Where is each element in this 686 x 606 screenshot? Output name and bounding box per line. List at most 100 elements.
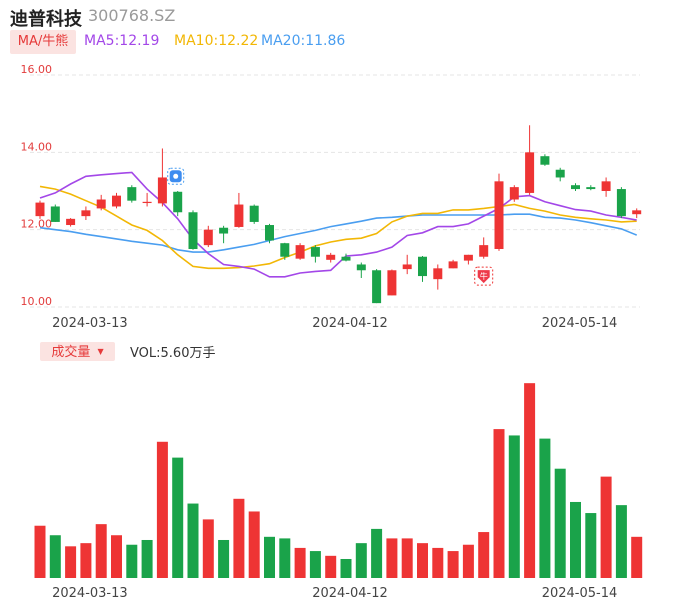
candle-body	[356, 264, 366, 271]
volume-bar	[432, 547, 444, 578]
stock-name: 迪普科技	[10, 9, 82, 30]
candle-body	[555, 169, 565, 178]
candle-body	[433, 268, 443, 280]
candle-body	[601, 181, 611, 191]
candle-body	[616, 189, 626, 217]
volume-value: VOL:5.60万手	[130, 346, 216, 361]
candle-body	[402, 264, 412, 270]
candle-body	[295, 245, 305, 259]
volume-bar	[325, 555, 337, 578]
volume-bar	[172, 457, 184, 578]
volume-bar	[462, 544, 474, 578]
bull-icon-label: 牛	[480, 271, 488, 281]
volume-bar	[34, 525, 46, 578]
candle-body	[463, 254, 473, 261]
candle-body	[326, 254, 336, 260]
ma20-line	[39, 213, 638, 253]
volume-bar	[554, 468, 566, 578]
candle-body	[50, 206, 60, 222]
volume-bar	[570, 501, 581, 578]
ma10-legend: MA10:12.22	[174, 33, 259, 49]
volume-bar	[202, 519, 214, 578]
volume-bar	[95, 524, 107, 578]
volume-bar	[279, 538, 291, 578]
volume-bar	[371, 528, 383, 578]
candle-body	[632, 210, 642, 215]
volume-bar	[539, 438, 551, 578]
volume-bar	[141, 539, 153, 578]
candle-body	[586, 187, 596, 190]
ma5-line	[39, 171, 637, 278]
candle-body	[203, 229, 213, 246]
candle-body	[66, 218, 76, 226]
candle-body	[418, 256, 427, 277]
candle-body	[35, 202, 45, 217]
candle-body	[525, 152, 535, 193]
dropdown-arrow-icon: ▼	[97, 347, 104, 356]
candle-body	[173, 191, 183, 213]
volume-x-tick-label: 2024-04-12	[312, 586, 388, 601]
candle-body	[310, 247, 320, 257]
volume-bar	[355, 543, 367, 578]
volume-bar	[49, 535, 61, 578]
volume-bar	[340, 558, 352, 578]
candle-body	[157, 177, 167, 204]
candle-body	[448, 261, 458, 269]
volume-bar	[156, 441, 168, 578]
y-tick-label: 14.00	[21, 140, 53, 153]
volume-tab-label: 成交量	[51, 345, 91, 360]
candle-body	[234, 204, 244, 227]
volume-indicator-tab[interactable]: 成交量 ▼	[40, 342, 115, 361]
y-tick-label: 10.00	[21, 295, 53, 308]
volume-bar	[294, 547, 306, 578]
volume-bar	[524, 383, 536, 578]
volume-bar	[615, 505, 627, 578]
volume-x-tick-label: 2024-03-13	[52, 586, 128, 601]
volume-bar	[386, 538, 398, 578]
volume-x-tick-label: 2024-05-14	[542, 586, 618, 601]
volume-bar	[126, 544, 138, 578]
candle-body	[540, 156, 550, 165]
volume-bar	[264, 536, 275, 578]
volume-bar	[401, 538, 413, 578]
y-tick-label: 12.00	[21, 218, 53, 231]
volume-bar	[248, 511, 260, 578]
bear-icon-dot	[173, 173, 179, 179]
ma10-line	[39, 185, 637, 270]
candle-body	[387, 270, 397, 296]
volume-bar	[233, 498, 245, 578]
volume-bar	[309, 551, 321, 578]
candle-body	[96, 199, 106, 209]
volume-bar	[585, 513, 597, 578]
candle-body	[479, 245, 489, 257]
bull-icon	[477, 270, 490, 284]
candle-body	[372, 270, 382, 304]
x-tick-label: 2024-05-14	[542, 316, 618, 331]
volume-bar	[478, 532, 490, 578]
stock-code: 300768.SZ	[88, 6, 176, 25]
y-tick-label: 16.00	[21, 63, 53, 76]
candle-body	[219, 227, 229, 234]
x-tick-label: 2024-04-12	[312, 316, 388, 331]
candle-body	[188, 212, 198, 249]
volume-bar	[187, 503, 199, 578]
candle-body	[571, 185, 580, 190]
volume-bar	[447, 551, 459, 578]
candle-body	[127, 187, 137, 201]
candle-body	[142, 201, 152, 204]
candle-body	[509, 187, 519, 200]
volume-bar	[631, 536, 643, 578]
candle-body	[112, 195, 121, 207]
x-tick-label: 2024-03-13	[52, 316, 128, 331]
volume-bar	[600, 476, 612, 578]
volume-bar	[65, 546, 77, 578]
volume-bar	[508, 435, 520, 578]
candle-body	[249, 205, 259, 222]
ma-indicator-tab[interactable]: MA/牛熊	[10, 30, 76, 54]
ma5-legend: MA5:12.19	[84, 33, 160, 49]
volume-bar	[111, 535, 122, 578]
candle-body	[265, 225, 274, 241]
volume-bar	[80, 543, 92, 578]
volume-bar	[493, 429, 505, 578]
